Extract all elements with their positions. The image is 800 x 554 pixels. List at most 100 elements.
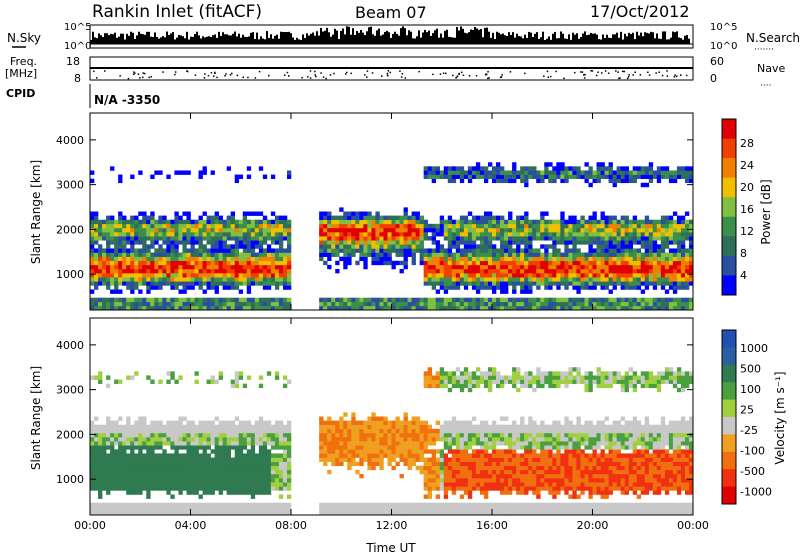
heat-cell: [620, 227, 625, 233]
heat-cell: [126, 473, 131, 479]
heat-cell: [576, 227, 581, 233]
heat-cell: [564, 277, 569, 282]
heat-cell: [339, 457, 344, 462]
heat-cell: [471, 174, 477, 179]
heat-cell: [616, 281, 621, 286]
heat-cell: [242, 281, 248, 286]
heat-cell: [122, 301, 127, 307]
heat-cell: [146, 273, 151, 278]
heat-cell: [343, 297, 348, 303]
heat-cell: [190, 441, 195, 446]
heat-cell: [455, 256, 461, 262]
heat-cell: [443, 297, 449, 303]
heat-cell: [560, 232, 565, 237]
heat-cell: [516, 305, 521, 311]
heat-cell: [270, 174, 276, 179]
heat-cell: [419, 236, 424, 241]
heat-cell: [668, 260, 674, 266]
heat-cell: [102, 428, 107, 434]
heat-cell: [134, 420, 139, 425]
heat-cell: [584, 162, 589, 167]
heat-cell: [411, 252, 416, 257]
heat-cell: [242, 420, 248, 425]
heat-cell: [347, 297, 352, 303]
heat-cell: [375, 424, 380, 430]
heat-cell: [431, 305, 437, 311]
heat-cell: [166, 268, 171, 274]
heat-cell: [286, 256, 292, 262]
heat-cell: [395, 449, 400, 454]
heat-cell: [572, 297, 577, 303]
heat-cell: [114, 264, 119, 270]
heat-cell: [403, 449, 408, 454]
heat-cell: [110, 240, 115, 245]
heat-cell: [648, 252, 654, 257]
heat-cell: [351, 244, 356, 249]
heat-cell: [471, 285, 477, 290]
heat-cell: [202, 219, 207, 225]
heat-cell: [182, 424, 187, 430]
heat-cell: [387, 256, 392, 262]
heat-cell: [258, 232, 264, 237]
heat-cell: [500, 174, 505, 179]
heat-cell: [134, 371, 139, 376]
heat-cell: [331, 432, 336, 438]
heat-cell: [648, 273, 654, 278]
heat-cell: [270, 301, 276, 307]
heat-cell: [479, 273, 485, 278]
heat-cell: [383, 432, 388, 438]
heat-cell: [487, 297, 493, 303]
heat-cell: [226, 449, 231, 454]
heat-cell: [150, 445, 155, 450]
heat-cell: [479, 227, 485, 233]
heat-cell: [158, 281, 163, 286]
heat-cell: [126, 432, 131, 438]
heat-cell: [106, 281, 111, 286]
heat-cell: [327, 441, 332, 446]
heat-cell: [443, 252, 449, 257]
heat-cell: [496, 281, 501, 286]
heat-cell: [335, 424, 340, 430]
heat-cell: [202, 211, 207, 216]
heat-cell: [254, 506, 260, 512]
heat-cell: [278, 277, 284, 282]
heat-cell: [592, 297, 597, 303]
heat-cell: [206, 465, 211, 471]
heat-cell: [427, 449, 432, 454]
heat-cell: [126, 441, 131, 446]
nave-point: [224, 75, 226, 77]
power-colorbar-tick: 28: [740, 137, 754, 150]
heat-cell: [423, 482, 428, 487]
noise-bar: [430, 35, 432, 44]
heat-cell: [327, 420, 332, 425]
heat-cell: [246, 424, 252, 430]
heat-cell: [483, 297, 489, 303]
heat-cell: [278, 215, 284, 220]
heat-cell: [122, 244, 127, 249]
heat-cell: [254, 473, 260, 479]
heat-cell: [524, 182, 529, 188]
heat-cell: [399, 219, 404, 225]
noise-bar: [562, 33, 564, 44]
heat-cell: [90, 277, 95, 282]
heat-cell: [134, 482, 139, 487]
heat-cell: [379, 457, 384, 462]
heat-cell: [202, 437, 207, 442]
heat-cell: [90, 260, 95, 266]
heat-cell: [254, 420, 260, 425]
heat-cell: [475, 277, 481, 282]
heat-cell: [620, 223, 625, 229]
heat-cell: [628, 248, 633, 253]
heat-cell: [427, 273, 432, 278]
heat-cell: [648, 260, 654, 266]
heat-cell: [548, 264, 553, 270]
heat-cell: [98, 264, 103, 270]
heat-cell: [516, 297, 521, 303]
heat-cell: [451, 170, 457, 175]
heat-cell: [286, 420, 292, 425]
heat-cell: [616, 256, 621, 262]
heat-cell: [644, 264, 650, 270]
heat-cell: [568, 248, 573, 253]
heat-cell: [403, 252, 408, 257]
heat-cell: [355, 424, 360, 430]
